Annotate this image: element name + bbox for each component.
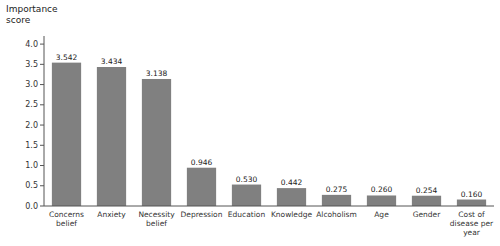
data-label: 3.138 bbox=[146, 69, 168, 78]
x-tick-label-line: year bbox=[463, 228, 481, 237]
data-label: 0.160 bbox=[461, 190, 483, 199]
y-axis-label: Importancescore bbox=[6, 4, 58, 25]
y-tick-label: 2.0 bbox=[25, 121, 38, 130]
x-tick-label: Gender bbox=[413, 210, 442, 219]
x-tick-label-line: Education bbox=[228, 210, 266, 219]
data-label: 0.254 bbox=[416, 186, 438, 195]
y-axis: 0.0 0.5 1.0 1.5 2.0 2.5 3.0 3.5 4.0 bbox=[25, 36, 44, 211]
y-tick-label: 4.0 bbox=[25, 40, 38, 49]
y-tick bbox=[40, 145, 44, 146]
x-tick-label-line: disease per bbox=[450, 219, 494, 228]
y-tick bbox=[40, 125, 44, 126]
bar bbox=[97, 67, 126, 206]
data-label: 3.434 bbox=[101, 57, 123, 66]
data-labels: 3.542 3.434 3.138 0.946 0.530 0.442 0.275 0.260… bbox=[56, 53, 483, 199]
chart: 0.0 0.5 1.0 1.5 2.0 2.5 3.0 3.5 4.0 3.542 3.434 3.1… bbox=[0, 0, 500, 246]
y-tick-label: 1.5 bbox=[25, 141, 38, 150]
y-tick bbox=[40, 165, 44, 166]
y-tick-label: 3.0 bbox=[25, 80, 38, 89]
bar bbox=[457, 200, 486, 206]
x-tick-label: Alcoholism bbox=[316, 210, 357, 219]
data-label: 0.946 bbox=[191, 158, 213, 167]
data-label: 0.260 bbox=[371, 185, 393, 194]
bar bbox=[52, 63, 81, 206]
x-tick-label-line: belief bbox=[56, 219, 77, 228]
data-label: 0.442 bbox=[281, 178, 303, 187]
y-axis-label-line: score bbox=[6, 15, 31, 25]
x-tick-label-line: Gender bbox=[413, 210, 442, 219]
y-axis-label-line: Importance bbox=[6, 4, 58, 14]
x-tick-label-line: Alcoholism bbox=[316, 210, 357, 219]
bar bbox=[142, 79, 171, 206]
x-tick-label: Age bbox=[374, 210, 389, 219]
bar bbox=[367, 195, 396, 206]
x-tick-label-line: Concerns bbox=[49, 210, 84, 219]
data-label: 0.530 bbox=[236, 175, 258, 184]
x-axis-line bbox=[44, 206, 494, 207]
x-tick-label-line: belief bbox=[146, 219, 167, 228]
x-tick-label-line: Age bbox=[374, 210, 389, 219]
y-tick bbox=[40, 104, 44, 105]
bar bbox=[322, 195, 351, 206]
y-tick bbox=[40, 84, 44, 85]
x-tick-label: Concernsbelief bbox=[49, 210, 84, 228]
x-tick-label: Necessitybelief bbox=[138, 210, 175, 228]
x-tick-label-line: Anxiety bbox=[97, 210, 126, 219]
data-label: 0.275 bbox=[326, 185, 348, 194]
y-tick-label: 3.5 bbox=[25, 60, 38, 69]
x-tick-label-line: Depression bbox=[181, 210, 223, 219]
y-tick-label: 0.5 bbox=[25, 181, 38, 190]
y-tick-label: 0.0 bbox=[25, 202, 38, 211]
y-tick-label: 2.5 bbox=[25, 100, 38, 109]
x-axis: ConcernsbeliefAnxietyNecessitybeliefDepr… bbox=[49, 210, 494, 237]
x-tick-label: Anxiety bbox=[97, 210, 126, 219]
x-tick-label: Depression bbox=[181, 210, 223, 219]
y-tick bbox=[40, 64, 44, 65]
x-tick-label: Education bbox=[228, 210, 266, 219]
y-tick-label: 1.0 bbox=[25, 161, 38, 170]
bars bbox=[52, 63, 486, 206]
data-label: 3.542 bbox=[56, 53, 78, 62]
bar bbox=[232, 185, 261, 206]
bar bbox=[277, 188, 306, 206]
y-tick bbox=[40, 206, 44, 207]
x-tick-label-line: Necessity bbox=[138, 210, 175, 219]
y-tick bbox=[40, 185, 44, 186]
y-tick bbox=[40, 44, 44, 45]
x-tick-label-line: Knowledge bbox=[271, 210, 313, 219]
bar bbox=[187, 168, 216, 206]
x-tick-label-line: Cost of bbox=[458, 210, 485, 219]
x-tick-label: Cost ofdisease peryear bbox=[450, 210, 494, 237]
x-tick-label: Knowledge bbox=[271, 210, 313, 219]
bar bbox=[412, 196, 441, 206]
y-axis-line bbox=[44, 36, 45, 206]
